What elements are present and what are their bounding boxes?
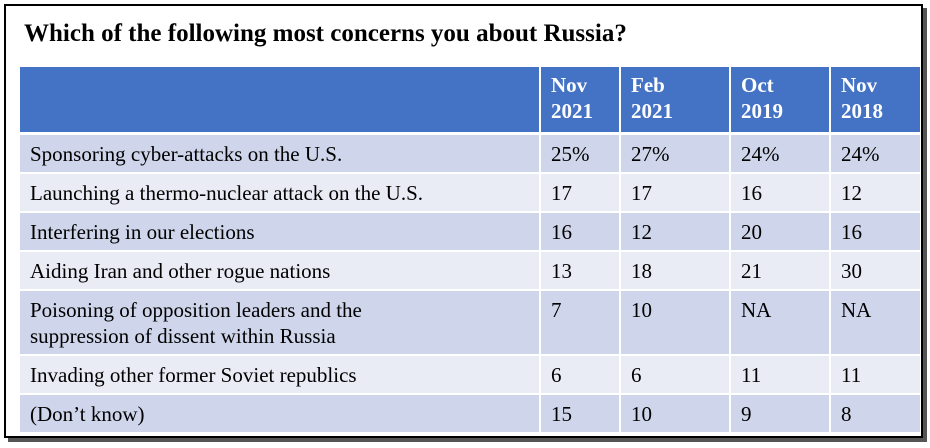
- header-row: Nov 2021 Feb 2021 Oct 2019 Nov 2018: [20, 67, 920, 135]
- header-label-column: [20, 67, 541, 135]
- cell-value: 12: [830, 173, 920, 213]
- cell-value: 10: [620, 290, 731, 356]
- header-nov-2018: Nov 2018: [830, 67, 920, 135]
- table-row: Interfering in our elections 16 12 20 16: [20, 212, 920, 252]
- cell-value: 30: [830, 251, 920, 291]
- header-oct-2019: Oct 2019: [730, 67, 831, 135]
- table-row: (Don’t know) 15 10 9 8: [20, 394, 920, 434]
- cell-value: 24%: [830, 133, 920, 174]
- cell-value: 13: [540, 251, 621, 291]
- row-label: Poisoning of opposition leaders and the s…: [20, 290, 541, 356]
- cell-value: 16: [730, 173, 831, 213]
- table-row: Invading other former Soviet republics 6…: [20, 355, 920, 395]
- table-row: Aiding Iran and other rogue nations 13 1…: [20, 251, 920, 291]
- cell-value: 18: [620, 251, 731, 291]
- row-label: Launching a thermo-nuclear attack on the…: [20, 173, 541, 213]
- results-table: Nov 2021 Feb 2021 Oct 2019 Nov 2018 Sponsori…: [20, 67, 920, 434]
- header-feb-2021: Feb 2021: [620, 67, 731, 135]
- cell-value: 16: [830, 212, 920, 252]
- table-row: Launching a thermo-nuclear attack on the…: [20, 173, 920, 213]
- cell-value: 10: [620, 394, 731, 434]
- cell-value: 8: [830, 394, 920, 434]
- cell-value: 24%: [730, 133, 831, 174]
- cell-value: 12: [620, 212, 731, 252]
- cell-value: NA: [730, 290, 831, 356]
- table-row: Poisoning of opposition leaders and the s…: [20, 290, 920, 356]
- cell-value: 15: [540, 394, 621, 434]
- row-label: Aiding Iran and other rogue nations: [20, 251, 541, 291]
- cell-value: 25%: [540, 133, 621, 174]
- cell-value: 11: [730, 355, 831, 395]
- cell-value: 16: [540, 212, 621, 252]
- cell-value: 20: [730, 212, 831, 252]
- cell-value: 6: [540, 355, 621, 395]
- cell-value: 7: [540, 290, 621, 356]
- cell-value: 17: [620, 173, 731, 213]
- survey-panel: Which of the following most concerns you…: [4, 4, 923, 438]
- cell-value: 27%: [620, 133, 731, 174]
- cell-value: NA: [830, 290, 920, 356]
- row-label: Interfering in our elections: [20, 212, 541, 252]
- row-label: Sponsoring cyber-attacks on the U.S.: [20, 133, 541, 174]
- cell-value: 6: [620, 355, 731, 395]
- cell-value: 17: [540, 173, 621, 213]
- cell-value: 21: [730, 251, 831, 291]
- page-title: Which of the following most concerns you…: [24, 20, 627, 47]
- header-nov-2021: Nov 2021: [540, 67, 621, 135]
- cell-value: 11: [830, 355, 920, 395]
- cell-value: 9: [730, 394, 831, 434]
- table-row: Sponsoring cyber-attacks on the U.S. 25%…: [20, 133, 920, 174]
- row-label: Invading other former Soviet republics: [20, 355, 541, 395]
- row-label: (Don’t know): [20, 394, 541, 434]
